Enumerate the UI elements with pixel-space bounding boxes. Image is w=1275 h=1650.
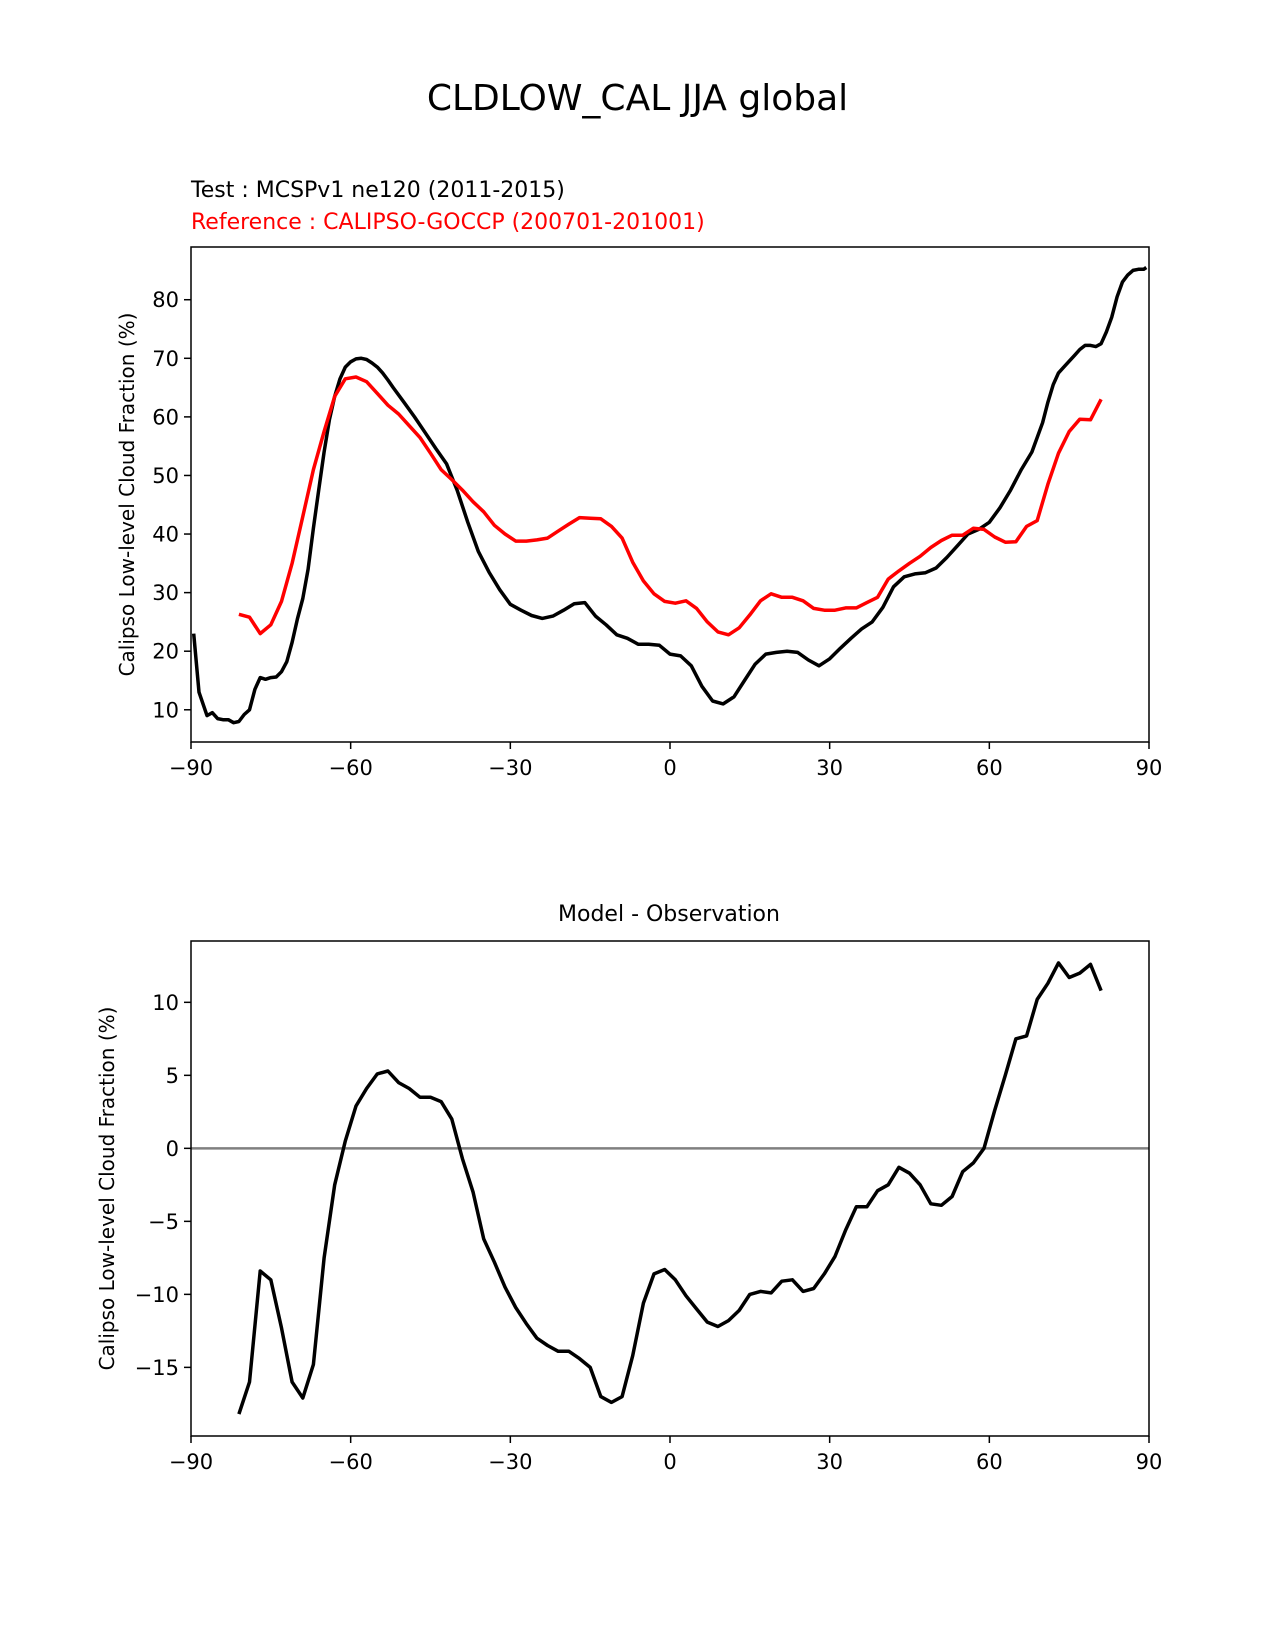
top-plot-area: −90 −60 −30 0 30 60 90 10 20 30 40 50 60 70 80 Calipso … — [115, 246, 1163, 780]
reference-label: Reference : CALIPSO-GOCCP (200701-201001… — [191, 210, 705, 235]
test-label: Test : MCSPv1 ne120 (2011-2015) — [190, 178, 565, 203]
y-tick-label: −15 — [135, 1356, 179, 1380]
bottom-plot-area: −90 −60 −30 0 30 60 90 −15 −10 −5 0 5 10 Calipso Low-… — [95, 940, 1163, 1474]
series-line-reference — [238, 375, 1103, 637]
x-tick-label: 90 — [1136, 756, 1163, 780]
y-tick-label: 10 — [152, 991, 179, 1015]
y-axis-label: Calipso Low-level Cloud Fraction (%) — [95, 1007, 119, 1371]
y-axis-label: Calipso Low-level Cloud Fraction (%) — [115, 313, 139, 677]
y-tick-label: 10 — [152, 698, 179, 722]
series-line-test — [191, 266, 1148, 725]
x-tick-label: 0 — [663, 756, 676, 780]
x-tick-label: 90 — [1136, 1450, 1163, 1474]
x-tick-label: −60 — [329, 756, 373, 780]
x-tick-label: −90 — [169, 756, 213, 780]
y-tick-label: 50 — [152, 464, 179, 488]
x-tick-label: −30 — [488, 756, 532, 780]
bottom-panel: Model - Observation −90 −60 −30 0 30 60 90−15−… — [95, 902, 1162, 1474]
x-tick-label: 30 — [816, 1450, 843, 1474]
y-tick-label: 60 — [152, 405, 179, 429]
y-tick-label: 80 — [152, 288, 179, 312]
x-tick-label: 60 — [976, 1450, 1003, 1474]
series-line-series-0 — [237, 961, 1103, 1415]
y-tick-label: −10 — [135, 1283, 179, 1307]
bottom-panel-title: Model - Observation — [558, 902, 780, 927]
y-tick-label: 20 — [152, 640, 179, 664]
figure-title: CLDLOW_CAL JJA global — [427, 78, 848, 119]
y-tick-label: 30 — [152, 581, 179, 605]
y-tick-label: 40 — [152, 523, 179, 547]
x-tick-label: 60 — [976, 756, 1003, 780]
y-tick-label: 5 — [166, 1064, 179, 1088]
x-tick-label: −90 — [169, 1450, 213, 1474]
y-tick-label: −5 — [148, 1210, 179, 1234]
y-tick-label: 0 — [166, 1137, 179, 1161]
y-tick-label: 70 — [152, 347, 179, 371]
x-tick-label: 30 — [816, 756, 843, 780]
top-panel: Test : MCSPv1 ne120 (2011-2015) Referenc… — [115, 178, 1162, 780]
x-tick-label: −30 — [488, 1450, 532, 1474]
x-tick-label: 0 — [663, 1450, 676, 1474]
x-tick-label: −60 — [329, 1450, 373, 1474]
